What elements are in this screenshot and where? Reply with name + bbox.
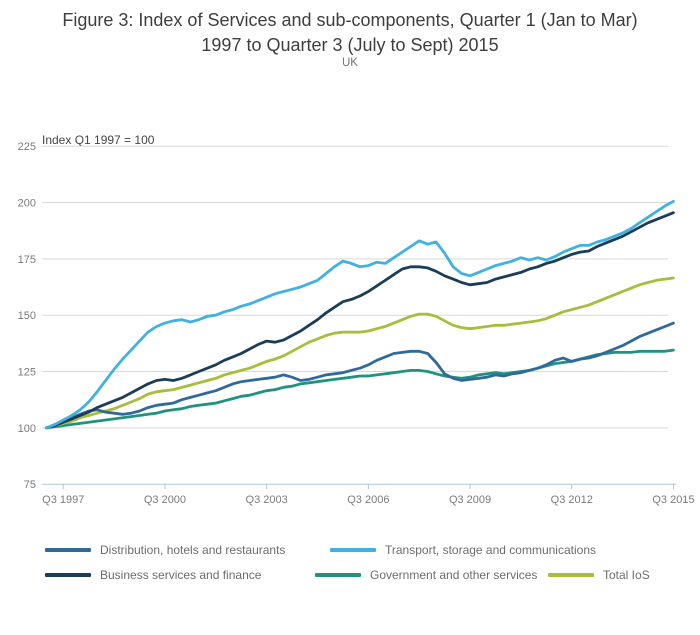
x-tick-label: Q3 2000: [144, 494, 186, 506]
series-line-5: [44, 276, 675, 430]
series-line-2: [44, 199, 675, 430]
x-tick-label: Q3 2015: [652, 494, 694, 506]
y-tick-label: 200: [18, 198, 36, 210]
y-tick-label: 100: [18, 423, 36, 435]
x-tick-label: Q3 2012: [551, 494, 593, 506]
chart-subtitle: UK: [342, 57, 358, 69]
title-line-2: 1997 to Quarter 3 (July to Sept) 2015: [201, 35, 499, 55]
series-line-3: [44, 211, 675, 430]
y-tick-label: 175: [18, 254, 36, 266]
page-title: Figure 3: Index of Services and sub-comp…: [0, 8, 700, 58]
series-line-1: [44, 321, 675, 430]
title-line-1: Figure 3: Index of Services and sub-comp…: [62, 10, 638, 30]
x-tick-label: Q3 2009: [449, 494, 491, 506]
x-tick-label: Q3 2006: [347, 494, 389, 506]
x-tick-label: Q3 1997: [42, 494, 84, 506]
y-tick-label: 225: [18, 141, 36, 153]
y-tick-label: 75: [24, 479, 36, 491]
y-tick-label: 125: [18, 367, 36, 379]
x-tick-label: Q3 2003: [246, 494, 288, 506]
y-tick-label: 150: [18, 310, 36, 322]
y-axis-note: Index Q1 1997 = 100: [42, 133, 155, 147]
